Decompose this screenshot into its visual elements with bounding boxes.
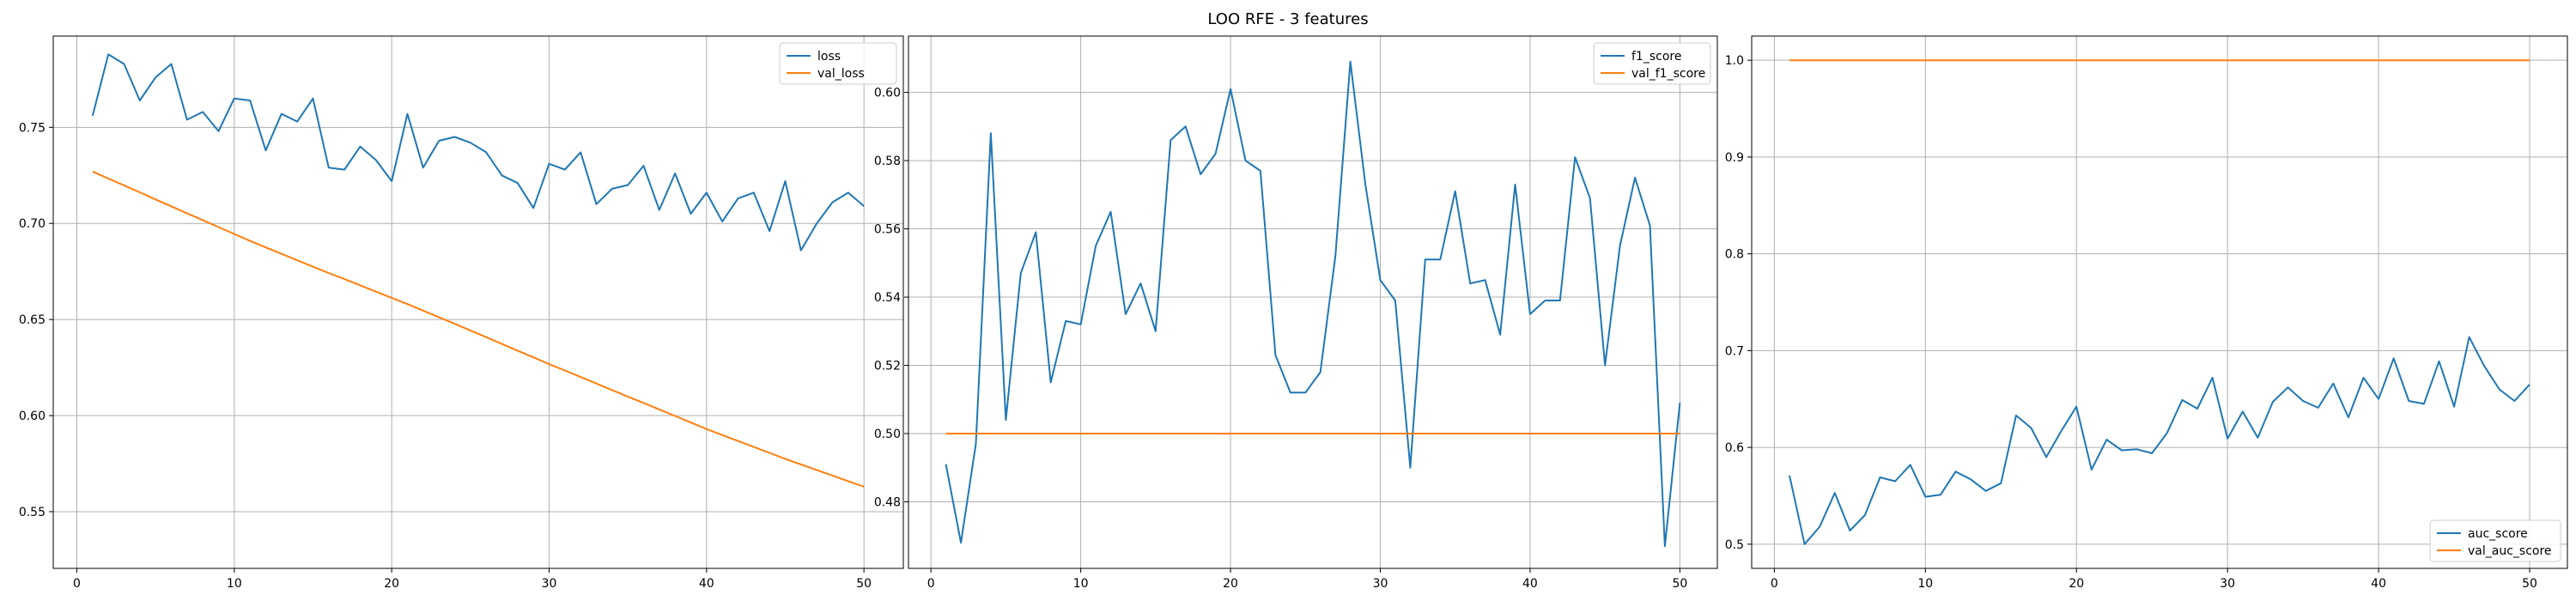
x-tick-label: 10 [1073, 577, 1089, 591]
y-tick-label: 0.60 [19, 410, 46, 423]
y-tick-label: 0.52 [874, 360, 901, 373]
y-tick-label: 0.60 [874, 87, 901, 100]
axes-frame [908, 35, 1718, 569]
legend: f1_score val_f1_score [1593, 42, 1711, 85]
x-tick-label: 50 [1672, 577, 1687, 591]
chart-panels: 0 10 20 30 40 500.550.600.650.700.75lossval_l… [19, 35, 2568, 591]
x-tick-label: 10 [1917, 577, 1933, 591]
y-tick-label: 0.8 [1725, 248, 1744, 262]
axes-frame [52, 35, 904, 569]
x-tick-label: 40 [2371, 577, 2386, 591]
x-tick-label: 20 [384, 577, 399, 591]
series-line-auc-score [1789, 336, 2530, 545]
y-tick-label: 0.5 [1725, 538, 1744, 552]
y-tick-label: 0.58 [874, 155, 901, 168]
subplot-3: 0 10 20 30 40 50 0.5 0.6 0.7 0.8 0.9 1.0 auc_scoreva… [1725, 35, 2568, 591]
x-tick-label: 30 [1373, 577, 1388, 591]
y-tick-label: 0.65 [19, 313, 46, 327]
y-tick-label: 0.48 [874, 496, 901, 510]
y-tick-label: 0.7 [1725, 344, 1744, 358]
y-tick-label: 0.55 [19, 506, 46, 519]
legend-label-f1-score: f1_score [1631, 50, 1681, 64]
series-line-val-loss [92, 170, 865, 488]
y-tick-label: 0.75 [19, 121, 46, 135]
legend-label-loss: loss [817, 50, 841, 64]
x-tick-label: 30 [542, 577, 557, 591]
y-tick-label: 0.54 [874, 291, 901, 305]
x-tick-label: 20 [1223, 577, 1238, 591]
x-tick-label: 50 [2522, 577, 2537, 591]
y-tick-label: 0.56 [874, 223, 901, 237]
series-line-f1-score [945, 60, 1681, 548]
y-tick-label: 0.9 [1725, 151, 1744, 165]
y-tick-label: 0.50 [874, 428, 901, 441]
x-tick-label: 50 [856, 577, 872, 591]
legend: loss val_loss [779, 42, 897, 85]
legend-label-val-auc-score: val_auc_score [2468, 544, 2552, 558]
y-tick-label: 0.6 [1725, 441, 1744, 455]
figure-title: LOO RFE - 3 features [1207, 10, 1368, 28]
legend-label-val-f1-score: val_f1_score [1631, 67, 1705, 81]
x-tick-label: 20 [2069, 577, 2084, 591]
y-tick-label: 0.70 [19, 217, 46, 231]
x-tick-label: 30 [2220, 577, 2235, 591]
legend: auc_score val_auc_score [2429, 519, 2561, 562]
x-tick-label: 10 [227, 577, 242, 591]
x-tick-label: 0 [73, 577, 81, 591]
x-tick-label: 40 [1522, 577, 1538, 591]
subplot-1: 0 10 20 30 40 50 0.55 0.60 0.65 0.70 0.75 loss val_l… [19, 35, 904, 591]
y-tick-label: 1.0 [1725, 54, 1744, 68]
legend-label-auc-score: auc_score [2468, 527, 2528, 541]
legend-label-val-loss: val_loss [817, 67, 865, 81]
subplot-2: 0 10 20 30 40 50 0.48 0.50 0.52 0.54 0.56 0.58 0.60 f… [874, 35, 1718, 591]
x-tick-label: 40 [699, 577, 714, 591]
legend-box [2429, 519, 2561, 562]
x-tick-label: 0 [927, 577, 935, 591]
axes-frame [1751, 35, 2568, 569]
series-line-loss [91, 53, 865, 252]
x-tick-label: 0 [1771, 577, 1778, 591]
